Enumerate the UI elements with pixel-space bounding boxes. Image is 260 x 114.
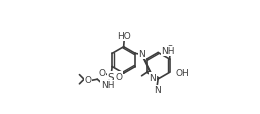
Text: O: O xyxy=(167,44,174,53)
Text: N: N xyxy=(154,86,160,95)
Text: O: O xyxy=(116,72,123,81)
Text: HO: HO xyxy=(117,32,131,41)
Text: N: N xyxy=(150,73,156,82)
Text: NH: NH xyxy=(162,47,175,56)
Text: N: N xyxy=(138,50,145,59)
Text: NH: NH xyxy=(101,81,114,90)
Text: O: O xyxy=(84,75,92,84)
Text: OH: OH xyxy=(176,68,189,77)
Text: S: S xyxy=(108,72,114,82)
Text: O: O xyxy=(99,68,106,77)
